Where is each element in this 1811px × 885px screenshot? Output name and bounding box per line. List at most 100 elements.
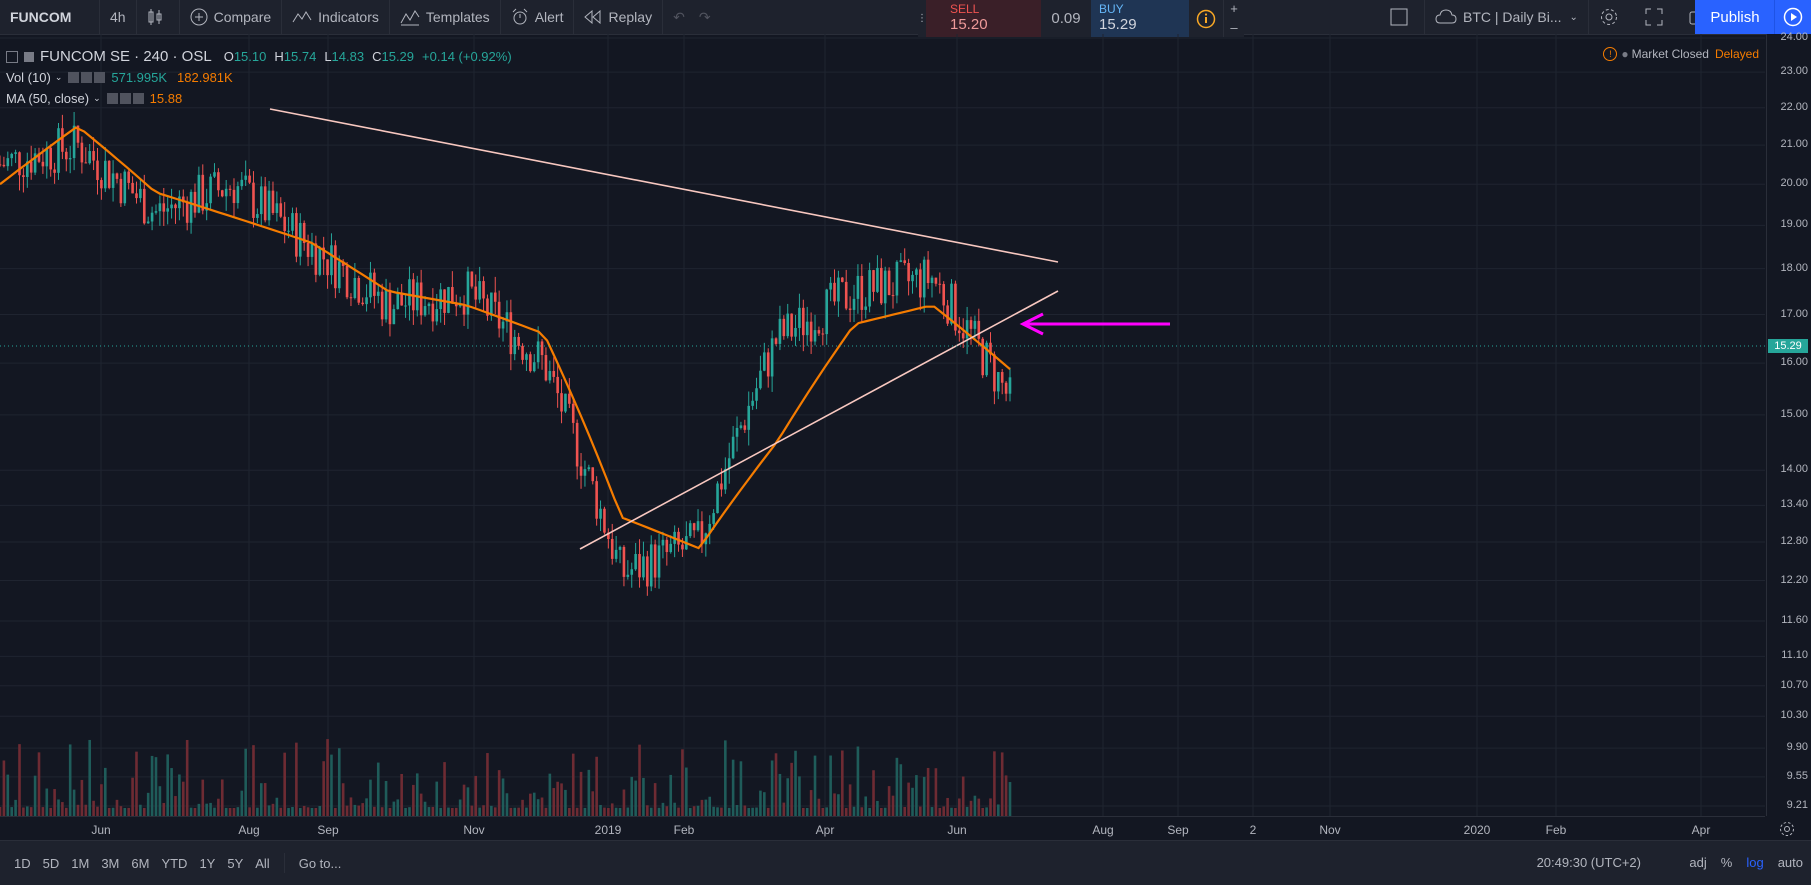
percent-toggle[interactable]: % [1720, 855, 1733, 870]
candle-body [997, 372, 1000, 392]
plus-icon[interactable]: + [1230, 1, 1238, 17]
volume-bar [614, 807, 618, 816]
ma-remove-icon[interactable] [132, 93, 144, 104]
layout-menu[interactable]: BTC | Daily Bi... ⌄ [1424, 0, 1589, 34]
chart-grid [0, 34, 1765, 816]
candle-body [139, 188, 142, 199]
range-1m[interactable]: 1M [71, 855, 90, 871]
right-toolbar: BTC | Daily Bi... ⌄ [1380, 0, 1725, 34]
templates-icon [400, 10, 420, 26]
price-scale-label: 12.80 [1780, 535, 1808, 548]
spread-value: 0.09 [1051, 10, 1081, 27]
price-scale[interactable]: 24.00 23.00 22.00 21.00 20.00 19.00 18.00 17.00… [1766, 31, 1811, 816]
range-3m[interactable]: 3M [101, 855, 120, 871]
volume-bar [696, 805, 700, 816]
candle-body [408, 279, 411, 306]
volume-bar [64, 807, 68, 816]
volume-bar [599, 804, 602, 816]
fullscreen-button[interactable] [1635, 0, 1679, 34]
candle-body [950, 283, 953, 324]
range-5y[interactable]: 5Y [227, 855, 244, 871]
symbol-search[interactable]: FUNCOM [0, 0, 100, 34]
buy-button[interactable]: BUY 15.29 [1091, 0, 1189, 37]
remove-icon[interactable] [94, 72, 106, 83]
candle-body [965, 320, 969, 339]
candle-body [802, 307, 805, 336]
volume-bar [189, 807, 193, 816]
candle-body [419, 282, 423, 316]
time-scale-label: Jun [91, 823, 111, 837]
settings-button[interactable] [1589, 0, 1635, 34]
candle-body [197, 174, 201, 213]
volume-bar [267, 805, 271, 816]
indicators-button[interactable]: Indicators [282, 0, 390, 34]
volume-bar [646, 805, 649, 816]
volume-bar [860, 807, 864, 816]
candle-body [661, 539, 665, 546]
play-button[interactable] [1774, 0, 1811, 34]
layout-square-button[interactable] [1380, 0, 1424, 34]
volume-bar [864, 796, 868, 816]
adj-toggle[interactable]: adj [1689, 855, 1707, 870]
volume-bar [712, 806, 715, 816]
volume-bar [657, 807, 661, 816]
volume-bar [778, 773, 782, 816]
scale-options: adj % log auto [1689, 855, 1803, 870]
candle-body [154, 211, 158, 213]
range-6m[interactable]: 6M [131, 855, 150, 871]
range-5d[interactable]: 5D [42, 855, 60, 871]
candle-body [1004, 382, 1008, 394]
volume-bar [634, 780, 637, 816]
time-scale-label: 2 [1249, 823, 1257, 837]
volume-bar [536, 799, 540, 816]
drag-handle-icon[interactable]: ⋮ [917, 13, 927, 24]
alert-button[interactable]: Alert [501, 0, 575, 34]
publish-button[interactable]: Publish [1695, 0, 1775, 34]
volume-bar [876, 800, 879, 816]
candle-body [778, 318, 782, 344]
candle-body [958, 330, 961, 334]
price-chart[interactable] [0, 34, 1765, 816]
interval-button[interactable]: 4h [100, 0, 137, 34]
replay-label: Replay [608, 9, 653, 25]
candle-body [677, 531, 680, 545]
ma-eye-icon[interactable] [106, 93, 118, 104]
volume-bar [638, 744, 641, 816]
volume-bar [794, 750, 797, 816]
ma-chevron-icon[interactable]: ⌄ [93, 93, 101, 103]
time-scale[interactable]: Jun Aug Sep Nov 2019 Feb Apr Jun Aug Sep 2 Nov 2020 F… [0, 816, 1765, 841]
volume-chevron-icon[interactable]: ⌄ [54, 72, 63, 82]
eye-icon[interactable] [68, 72, 80, 83]
volume-bar [798, 776, 801, 816]
info-icon[interactable] [1189, 0, 1223, 37]
range-1d[interactable]: 1D [14, 855, 31, 871]
log-toggle[interactable]: log [1746, 855, 1764, 870]
minus-icon[interactable]: – [1230, 19, 1238, 35]
chart-style-button[interactable] [137, 0, 180, 34]
timescale-settings-icon[interactable] [1778, 820, 1796, 838]
undo-icon[interactable]: ↶ [673, 8, 685, 25]
ma-settings-icon[interactable] [119, 93, 131, 104]
candle-body [322, 247, 325, 260]
templates-button[interactable]: Templates [390, 0, 501, 34]
range-all[interactable]: All [255, 855, 270, 871]
candle-body [583, 469, 587, 476]
candle-body [365, 297, 368, 305]
settings-small-icon[interactable] [81, 72, 93, 83]
trade-panel: ⋮ SELL 15.20 0.09 BUY 15.29 + – [917, 0, 1244, 37]
range-ytd[interactable]: YTD [161, 855, 188, 871]
candle-body [579, 466, 583, 476]
auto-toggle[interactable]: auto [1777, 855, 1803, 870]
compare-button[interactable]: Compare [180, 0, 283, 34]
replay-button[interactable]: Replay [574, 0, 664, 34]
range-1y[interactable]: 1Y [199, 855, 216, 871]
candle-body [844, 281, 848, 309]
volume-bar [556, 781, 559, 816]
candle-body [642, 556, 645, 578]
candle-body [946, 305, 949, 324]
redo-icon[interactable]: ↷ [698, 8, 711, 25]
collapse-icon[interactable] [6, 50, 18, 63]
goto-button[interactable]: Go to... [298, 855, 342, 871]
sell-button[interactable]: SELL 15.20 [926, 0, 1041, 37]
volume-bar [25, 806, 29, 816]
